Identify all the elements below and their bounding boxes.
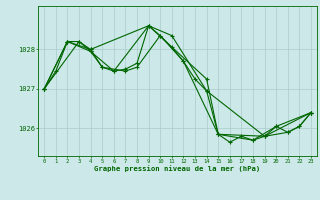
X-axis label: Graphe pression niveau de la mer (hPa): Graphe pression niveau de la mer (hPa) (94, 165, 261, 172)
